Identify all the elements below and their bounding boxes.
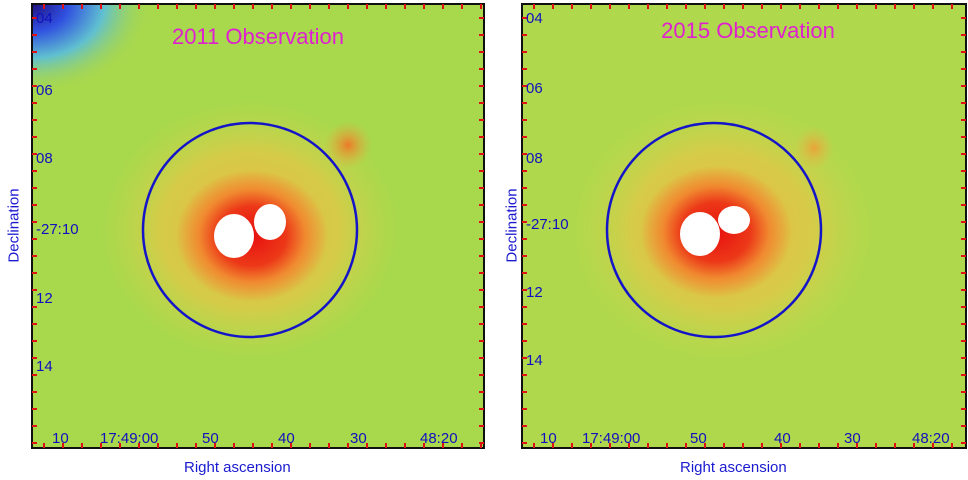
dec-tick-label: -27:10 [526,216,569,233]
x-axis-label: Right ascension [680,459,787,476]
extraction-region-circle [605,121,823,339]
source-core-secondary [254,204,286,240]
image-frame [31,3,485,449]
secondary-source [324,121,372,169]
panel-title: 2015 Observation [661,18,835,43]
secondary-source [794,126,834,170]
dec-tick-label: 06 [36,82,53,99]
ra-tick-label: 17:49:00 [582,430,640,447]
ra-tick-label: 17:49:00 [100,430,158,447]
y-axis-label: Declination [503,188,521,263]
y-axis-label: Declination [5,188,23,263]
tick-marks [32,4,484,448]
panel-title: 2011 Observation [172,24,344,49]
tick-marks [522,4,966,448]
dec-tick-label: 14 [526,352,543,369]
dec-tick-label: 04 [526,10,543,27]
dec-tick-label: -27:10 [36,221,79,238]
ra-tick-label: 30 [350,430,367,447]
ra-tick-label: 10 [52,430,69,447]
dec-tick-label: 08 [526,150,543,167]
source-core-main [214,214,254,258]
dec-tick-label: 06 [526,80,543,97]
sky-image-2015: 2015 Observation 04 06 08 -27:10 12 14 1… [521,3,967,449]
ra-tick-label: 50 [202,430,219,447]
dec-tick-label: 04 [36,10,53,27]
ra-tick-label: 50 [690,430,707,447]
ra-tick-label: 40 [278,430,295,447]
ra-tick-label: 48:20 [420,430,458,447]
dec-tick-label: 12 [36,290,53,307]
panel-2011: 2011 Observation 04 06 08 -27:10 12 14 1… [5,3,485,476]
ra-tick-label: 30 [844,430,861,447]
extraction-region-circle [141,121,359,339]
dec-tick-label: 12 [526,284,543,301]
ra-tick-label: 10 [540,430,557,447]
dec-tick-label: 14 [36,358,53,375]
edge-artifact [32,4,152,94]
panel-2015: 2015 Observation 04 06 08 -27:10 12 14 1… [484,0,968,480]
source-core-secondary [718,206,750,234]
sky-image-2011: 2011 Observation 04 06 08 -27:10 12 14 1… [31,3,485,449]
ra-tick-label: 48:20 [912,430,950,447]
source-core-main [680,212,720,256]
ra-tick-label: 40 [774,430,791,447]
dec-tick-label: 08 [36,150,53,167]
x-axis-label: Right ascension [184,459,291,476]
